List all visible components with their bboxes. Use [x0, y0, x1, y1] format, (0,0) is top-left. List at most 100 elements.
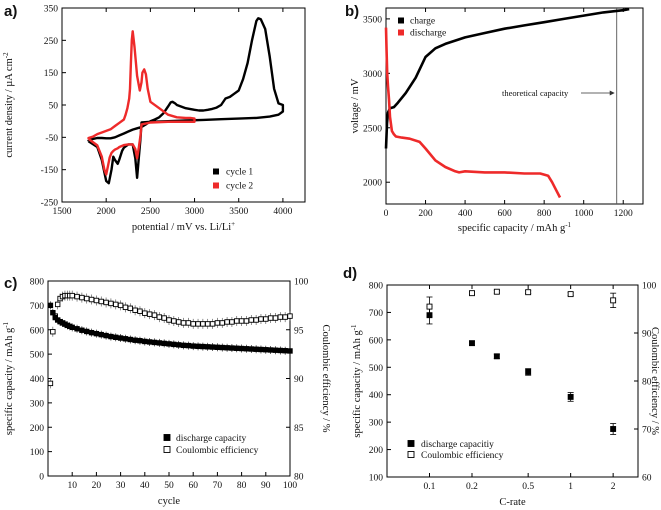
panel-c-cap-point: [137, 338, 143, 344]
panel-d-legend-label: discharge capacitiy: [421, 440, 494, 450]
panel-b-legend-label: discharge: [410, 29, 446, 39]
panel-c-cap-point: [263, 347, 269, 353]
panel-d-label: d): [343, 265, 357, 282]
panel-a-x-tick-label: 2000: [97, 207, 116, 217]
panel-c-ce-point: [156, 314, 163, 320]
panel-c-ce-point: [200, 321, 206, 327]
panel-c-ce-point: [205, 321, 211, 327]
panel-c-cap-point: [108, 333, 114, 340]
panel-a-y-tick-label: -250: [41, 199, 59, 209]
panel-a-y-tick-label: -150: [41, 166, 59, 176]
panel-c-ce-point: [88, 296, 95, 303]
panel-d-y-tick-label: 200: [369, 446, 384, 456]
panel-c-ce-point: [108, 300, 114, 307]
panel-b-series-2: [384, 27, 562, 199]
panel-c-x-tick-label: 60: [188, 481, 198, 491]
panel-a-y-tick-label: 350: [44, 5, 59, 15]
panel-c-y2-tick-label: 80: [294, 473, 304, 483]
panel-c-cap-point: [190, 343, 196, 349]
panel-d-cap-point: [525, 368, 532, 375]
panel-d-cap-point: [493, 353, 500, 360]
panel-c-ce-point: [214, 320, 221, 326]
panel-d-y2-tick-label: 80: [642, 378, 652, 388]
panel-d-x-tick-label: 2: [611, 482, 616, 492]
panel-a-ylabel: current density / µA cm-2: [2, 52, 15, 158]
panel-b-y-tick-label: 2000: [363, 179, 382, 189]
panel-c-ce-point: [117, 302, 124, 309]
panel-a-y-tick-label: 150: [44, 69, 59, 79]
panel-c-ce-point: [69, 292, 75, 299]
panel-b-x-tick-label: 400: [458, 209, 473, 219]
panel-c-legend-marker: [163, 446, 171, 453]
panel-c-cap-point: [113, 334, 119, 341]
panel-d-x-tick-label: 0.1: [424, 482, 436, 492]
panel-c-cap-point: [156, 340, 163, 346]
panel-c-x-tick-label: 70: [213, 481, 223, 491]
panel-c-ce-point: [180, 320, 187, 326]
panel-c-y2-tick-label: 95: [294, 326, 304, 336]
panel-b-legend-marker: [398, 17, 404, 24]
panel-b-x-tick-label: 1000: [574, 209, 593, 219]
panel-c-y-tick-label: 700: [30, 302, 45, 312]
panel-c-cap-point: [209, 344, 216, 350]
panel-c-ce-point: [142, 310, 148, 316]
panel-c-y-tick-label: 400: [30, 375, 45, 385]
panel-c-ce-point: [287, 313, 293, 319]
panel-c-ylabel: specific capacity / mAh g-1: [2, 321, 15, 435]
panel-c-ce-point: [234, 318, 240, 324]
panel-c-cap-point: [180, 342, 187, 349]
panel-b-x-tick-label: 200: [418, 209, 433, 219]
panel-b-legend-marker: [398, 29, 404, 36]
panel-c-cap-point: [287, 348, 293, 354]
panel-d-ce-point: [469, 290, 475, 297]
panel-c-cap-point: [282, 348, 288, 354]
panel-c-ce-point: [229, 319, 235, 325]
panel-a-y-tick-label: -50: [45, 134, 58, 144]
panel-d-legend-marker: [407, 451, 415, 458]
panel-b-xlabel: specific capacity / mAh g-1: [458, 221, 572, 234]
panel-c-cap-point: [277, 347, 284, 354]
panel-d-y-tick-label: 700: [369, 309, 384, 319]
panel-c-ce-point: [253, 317, 259, 323]
panel-c-label: c): [4, 275, 17, 292]
panel-c-ce-point: [161, 315, 167, 321]
panel-c: 10 20 30 40 50 60 70 80 90 100 0 100 200 300 400 500 600…: [2, 275, 331, 507]
panel-c-legend-label: discharge capacity: [176, 434, 246, 444]
panel-d-y2label: Coulombic efficiency / %: [649, 327, 660, 435]
panel-c-cap-point: [272, 347, 279, 353]
panel-d-xlabel: C-rate: [499, 497, 526, 508]
panel-c-ce-point: [209, 321, 216, 327]
panel-c-ce-point: [146, 311, 153, 317]
panel-d-y-tick-label: 800: [369, 282, 384, 292]
panel-c-ce-point: [224, 319, 230, 325]
panel-c-ce-point: [243, 318, 250, 324]
panel-c-cap-point: [195, 343, 201, 350]
panel-a-y-tick-label: 250: [44, 37, 59, 47]
panel-c-ce-point: [103, 299, 109, 306]
panel-d-y2-tick-label: 100: [642, 282, 657, 292]
panel-c-ce-point: [190, 321, 196, 327]
panel-b-x-tick-label: 800: [537, 209, 552, 219]
panel-d-y2-tick-label: 90: [642, 330, 652, 340]
panel-c-y-tick-label: 300: [30, 399, 45, 409]
panel-b-y-tick-label: 2500: [363, 124, 382, 134]
panel-c-x-tick-label: 40: [140, 481, 150, 491]
panel-a-x-tick-label: 3000: [185, 207, 204, 217]
panel-c-cap-point: [258, 346, 264, 353]
panel-a-series-1: [87, 17, 285, 185]
panel-c-cap-point: [171, 341, 177, 348]
panel-a-xlabel: potential / mV vs. Li/Li+: [132, 220, 235, 233]
panel-d-y-tick-label: 400: [369, 391, 384, 401]
panel-c-x-tick-label: 20: [92, 481, 102, 491]
panel-d-y2-tick-label: 60: [642, 474, 652, 484]
panel-c-cap-point: [166, 341, 172, 347]
panel-c-ce-point: [263, 316, 269, 322]
panel-c-cap-point: [132, 337, 138, 343]
panel-a-x-tick-label: 2500: [141, 207, 160, 217]
panel-c-cap-point: [84, 328, 90, 335]
panel-d-cap-point: [567, 393, 574, 400]
panel-a-legend-marker: [213, 182, 219, 189]
panel-c-cap-point: [79, 327, 85, 333]
panel-c-cap-point: [234, 345, 240, 351]
